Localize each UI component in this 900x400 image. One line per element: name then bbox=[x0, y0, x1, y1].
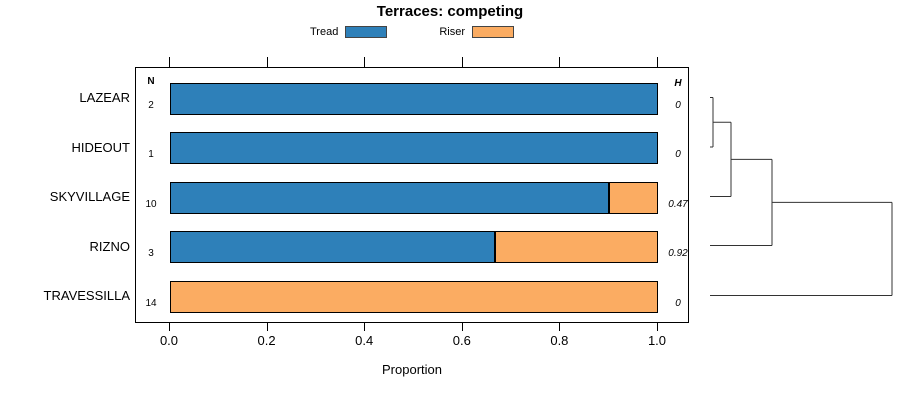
x-axis-tick-bottom bbox=[657, 323, 658, 331]
bar-segment-riser bbox=[609, 181, 658, 214]
stacked-bar bbox=[170, 82, 658, 115]
bar-segment-riser bbox=[495, 231, 658, 263]
h-value: 0.92 bbox=[668, 248, 688, 259]
h-value: 0 bbox=[675, 149, 681, 160]
x-axis-tick-label: 0.6 bbox=[452, 333, 471, 348]
x-axis-tick-bottom bbox=[169, 323, 170, 331]
y-axis-label-hideout: HIDEOUT bbox=[71, 139, 131, 155]
legend-swatch-tread bbox=[345, 26, 388, 38]
h-value: 0 bbox=[675, 297, 681, 309]
stacked-bar bbox=[170, 231, 658, 263]
bar-row-skyvillage: 10 0.47 bbox=[136, 181, 688, 214]
bar-row-rizno: 3 0.92 bbox=[136, 231, 688, 263]
x-axis-tick-label: 0.0 bbox=[159, 333, 179, 348]
y-axis-label-rizno: RIZNO bbox=[89, 238, 130, 254]
stacked-bar bbox=[170, 280, 658, 313]
legend-label: Riser bbox=[439, 26, 465, 38]
legend-item-riser: Riser bbox=[439, 26, 514, 38]
n-column-header: N bbox=[147, 76, 155, 87]
n-count: 14 bbox=[145, 297, 157, 309]
chart-title: Terraces: competing bbox=[376, 3, 524, 20]
stacked-bar bbox=[170, 181, 658, 214]
bar-segment-tread bbox=[170, 132, 658, 164]
n-count: 10 bbox=[145, 198, 157, 210]
x-axis-tick-bottom bbox=[559, 323, 561, 331]
stacked-bar bbox=[170, 132, 658, 164]
n-count: 3 bbox=[148, 248, 154, 259]
bar-segment-tread bbox=[170, 181, 610, 214]
h-column-header: H bbox=[674, 78, 682, 89]
plot-box: N H 2 0 1 0 10 0.47 3 0.92 14 0 bbox=[135, 67, 689, 323]
x-axis-tick-label: 1.0 bbox=[647, 333, 667, 348]
x-axis-title: Proportion bbox=[382, 362, 442, 377]
y-axis-label-skyvillage: SKYVILLAGE bbox=[49, 189, 130, 204]
bar-segment-tread bbox=[170, 231, 496, 263]
x-axis-tick-top bbox=[461, 57, 463, 67]
y-axis-label-travessilla: TRAVESSILLA bbox=[43, 288, 130, 303]
n-count: 1 bbox=[148, 149, 154, 160]
x-axis-tick-label: 0.4 bbox=[355, 333, 374, 348]
x-axis-tick-bottom bbox=[364, 323, 366, 331]
dendrogram bbox=[710, 97, 893, 296]
legend: Tread Riser bbox=[135, 26, 689, 38]
x-axis-tick-label: 0.2 bbox=[257, 333, 276, 348]
legend-item-tread: Tread bbox=[310, 26, 388, 38]
x-axis-tick-bottom bbox=[266, 323, 268, 331]
h-value: 0.47 bbox=[668, 198, 688, 210]
bar-segment-riser bbox=[170, 280, 658, 313]
legend-label: Tread bbox=[310, 26, 339, 38]
x-axis-tick-top bbox=[364, 57, 366, 67]
n-count: 2 bbox=[148, 99, 154, 111]
x-axis-tick-bottom bbox=[461, 323, 463, 331]
x-axis-tick-top bbox=[266, 57, 268, 67]
x-axis-tick-top bbox=[169, 57, 170, 67]
bar-row-travessilla: 14 0 bbox=[136, 280, 688, 313]
h-value: 0 bbox=[675, 99, 681, 111]
x-axis-tick-top bbox=[657, 57, 658, 67]
legend-swatch-riser bbox=[472, 26, 514, 38]
bar-segment-tread bbox=[170, 82, 658, 115]
y-axis-label-lazear: LAZEAR bbox=[79, 90, 130, 105]
x-axis-tick-label: 0.8 bbox=[550, 333, 569, 348]
x-axis-tick-top bbox=[559, 57, 561, 67]
